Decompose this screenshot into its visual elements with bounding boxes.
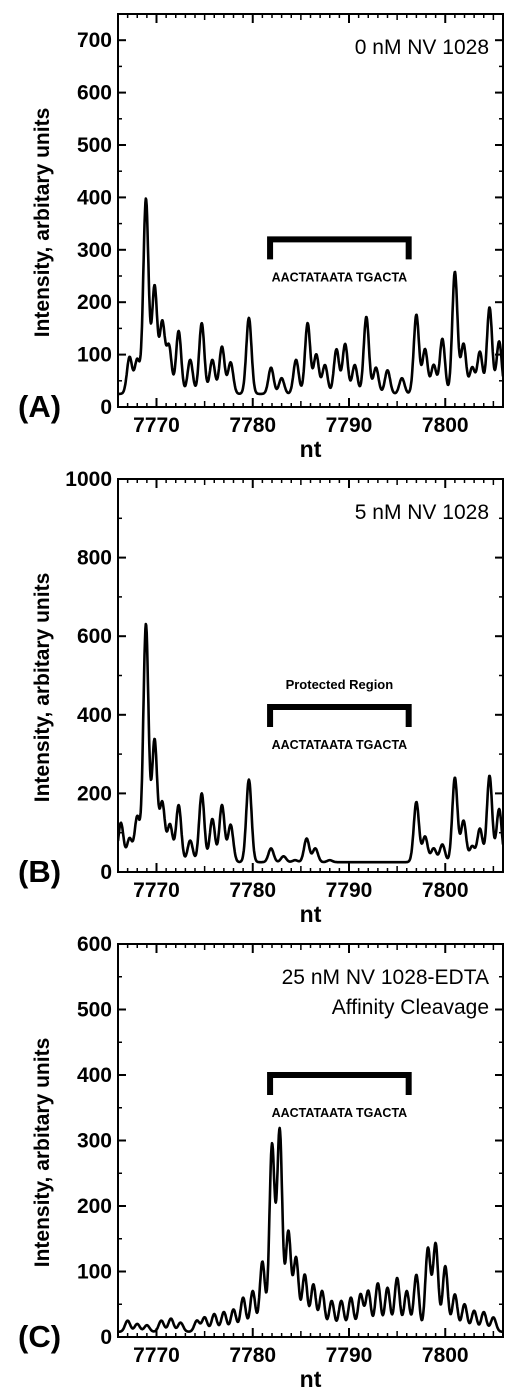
- y-tick-label: 200: [77, 782, 112, 805]
- y-tick-label: 400: [77, 704, 112, 727]
- x-axis-label: nt: [300, 901, 322, 925]
- intensity-trace: [118, 622, 503, 864]
- protected-region-label: Protected Region: [286, 677, 394, 692]
- panel-label: (A): [18, 389, 61, 424]
- panel-annotation: 0 nM NV 1028: [355, 36, 489, 59]
- y-tick-label: 0: [100, 1326, 112, 1349]
- x-tick-label: 7770: [133, 879, 180, 902]
- x-tick-label: 7780: [229, 879, 276, 902]
- panel-annotation: 25 nM NV 1028-EDTA: [282, 966, 489, 989]
- y-tick-label: 0: [100, 861, 112, 884]
- panel-annotation: Affinity Cleavage: [332, 996, 489, 1019]
- y-tick-label: 200: [77, 291, 112, 314]
- x-tick-label: 7790: [326, 879, 373, 902]
- chart-svg: 0 200 400 600 800 1000 7770 7780 7790 7800 nt Inten…: [18, 468, 504, 925]
- x-tick-label: 7770: [133, 1344, 180, 1367]
- y-tick-label: 400: [77, 1064, 112, 1087]
- plot-frame: [117, 478, 504, 873]
- y-tick-label: 600: [77, 933, 112, 956]
- panel-label: (B): [18, 854, 61, 889]
- y-tick-label: 500: [77, 134, 112, 157]
- y-tick-label: 700: [77, 29, 112, 52]
- intensity-trace: [118, 197, 503, 396]
- panel-annotation: 5 nM NV 1028: [355, 501, 489, 524]
- x-tick-label: 7800: [422, 1344, 469, 1367]
- sequence-label: AACTATAATA TGACTA: [272, 738, 408, 752]
- y-tick-label: 100: [77, 344, 112, 367]
- y-tick-label: 500: [77, 999, 112, 1022]
- y-tick-label: 600: [77, 625, 112, 648]
- y-tick-label: 200: [77, 1195, 112, 1218]
- y-axis-label: Intensity, arbitary units: [31, 1038, 54, 1268]
- y-tick-label: 800: [77, 547, 112, 570]
- region-bracket: [267, 1072, 412, 1095]
- x-tick-label: 7780: [229, 414, 276, 437]
- region-bracket: [267, 236, 412, 260]
- y-tick-label: 400: [77, 186, 112, 209]
- x-axis-label: nt: [300, 436, 322, 460]
- y-tick-label: 100: [77, 1261, 112, 1284]
- x-tick-label: 7790: [326, 414, 373, 437]
- x-tick-label: 7770: [133, 414, 180, 437]
- x-axis-label: nt: [300, 1366, 322, 1390]
- sequence-label: AACTATAATA TGACTA: [272, 270, 408, 284]
- y-tick-label: 600: [77, 82, 112, 105]
- intensity-trace: [118, 1126, 503, 1333]
- x-tick-label: 7790: [326, 1344, 373, 1367]
- chart-svg: 0 100 200 300 400 500 600 700 7770 7780 7790 7800 nt…: [18, 13, 504, 460]
- x-tick-label: 7780: [229, 1344, 276, 1367]
- y-tick-label: 300: [77, 239, 112, 262]
- panel-c: 0 100 200 300 400 500 600 7770 7780 7790 7800 nt Int…: [0, 930, 522, 1390]
- chart-svg: 0 100 200 300 400 500 600 7770 7780 7790 7800 nt Int…: [18, 933, 504, 1390]
- region-bracket: [267, 703, 412, 727]
- y-axis-label: Intensity, arbitary units: [31, 573, 54, 803]
- x-tick-label: 7800: [422, 879, 469, 902]
- y-tick-label: 300: [77, 1130, 112, 1153]
- panel-label: (C): [18, 1319, 61, 1354]
- panel-b: 0 200 400 600 800 1000 7770 7780 7790 7800 nt Inten…: [0, 465, 522, 925]
- y-axis-label: Intensity, arbitary units: [31, 108, 54, 338]
- y-tick-label: 0: [100, 396, 112, 419]
- y-tick-label: 1000: [65, 468, 112, 491]
- x-tick-label: 7800: [422, 414, 469, 437]
- panel-a: 0 100 200 300 400 500 600 700 7770 7780 7790 7800 nt…: [0, 0, 522, 460]
- sequence-label: AACTATAATA TGACTA: [272, 1106, 408, 1120]
